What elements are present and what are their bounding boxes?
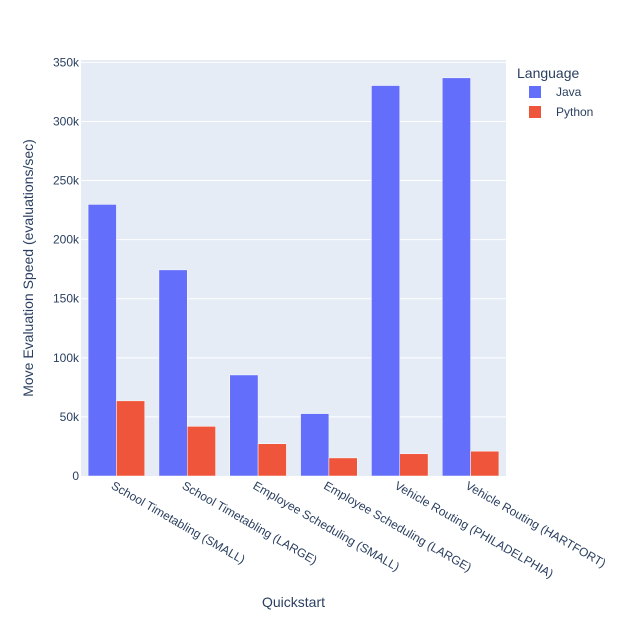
bar-java — [87, 204, 117, 477]
bar-python — [470, 450, 500, 477]
y-axis-title: Move Evaluation Speed (evaluations/sec) — [20, 139, 36, 397]
bar-java — [158, 269, 188, 477]
y-tick-label: 250k — [53, 174, 80, 188]
bar-java — [300, 413, 330, 477]
x-axis-title: Quickstart — [262, 594, 325, 610]
y-tick-label: 50k — [60, 410, 80, 424]
bar-python — [328, 457, 358, 477]
x-tick-label: School Timetabling (LARGE) — [180, 478, 320, 567]
bar-python — [399, 453, 429, 477]
bar-python — [257, 443, 287, 477]
x-tick-label: School Timetabling (SMALL) — [109, 478, 248, 566]
bar-python — [116, 400, 145, 477]
y-tick-label: 350k — [53, 55, 80, 69]
legend-swatch-java — [529, 86, 541, 98]
y-tick-label: 0 — [72, 469, 79, 483]
bar-java — [442, 77, 471, 477]
legend-label-java: Java — [556, 85, 582, 99]
plot-area — [81, 60, 506, 476]
y-tick-label: 200k — [53, 233, 80, 247]
y-tick-label: 150k — [53, 292, 80, 306]
y-tick-label: 300k — [53, 114, 80, 128]
bar-python — [187, 426, 216, 477]
legend-swatch-python — [529, 106, 541, 118]
y-tick-label: 100k — [53, 351, 80, 365]
legend: Language Java Python — [517, 65, 593, 119]
legend-title: Language — [517, 65, 580, 81]
legend-label-python: Python — [556, 105, 593, 119]
bar-java — [371, 85, 400, 477]
bar-java — [229, 374, 259, 477]
